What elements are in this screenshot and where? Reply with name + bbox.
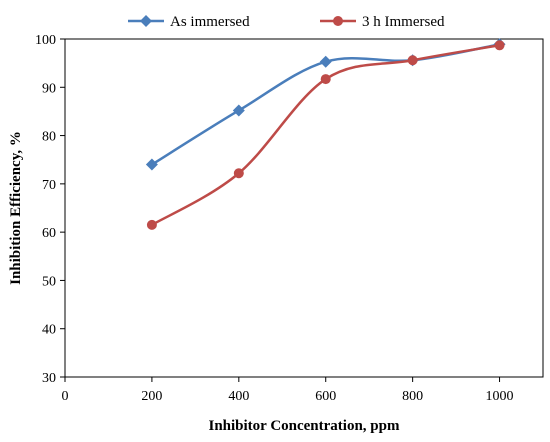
y-tick-label: 100	[35, 33, 56, 48]
data-point-diamond	[232, 104, 245, 117]
legend-label: As immersed	[170, 14, 250, 30]
series-1	[145, 38, 506, 171]
y-axis-ticks: 30 40 50 60 70 80 90 100	[35, 33, 65, 386]
series-line	[151, 44, 500, 226]
y-tick-label: 40	[42, 323, 56, 338]
series-layer	[145, 38, 506, 230]
data-point-circle	[494, 40, 505, 51]
y-tick-label: 60	[42, 226, 56, 241]
legend-label: 3 h Immersed	[362, 14, 445, 30]
x-tick-label: 1000	[486, 389, 514, 404]
y-tick-label: 70	[42, 178, 56, 193]
y-tick-label: 80	[42, 130, 56, 145]
plot-area	[64, 38, 544, 378]
data-point-diamond	[319, 55, 332, 68]
legend-diamond-marker	[140, 15, 152, 27]
x-tick-label: 800	[402, 389, 423, 404]
data-point-circle	[146, 219, 157, 230]
x-tick-label: 200	[141, 389, 162, 404]
x-axis-ticks: 0 200 400 600 800 1000	[62, 377, 514, 404]
data-point-diamond	[145, 158, 158, 171]
x-tick-label: 0	[62, 389, 69, 404]
y-tick-label: 90	[42, 81, 56, 96]
y-axis-title: Inhibition Efficiency, %	[8, 131, 24, 285]
legend-item: As immersed	[128, 14, 250, 30]
x-tick-label: 400	[228, 389, 249, 404]
data-point-circle	[320, 74, 331, 85]
x-axis-title: Inhibitor Concentration, ppm	[208, 418, 400, 434]
legend-circle-marker	[333, 16, 343, 26]
data-point-circle	[233, 168, 244, 179]
legend: As immersed 3 h Immersed	[128, 14, 445, 30]
series-2	[146, 40, 505, 230]
data-point-circle	[407, 55, 418, 66]
y-tick-label: 50	[42, 274, 56, 289]
x-tick-label: 600	[315, 389, 336, 404]
y-tick-label: 30	[42, 371, 56, 386]
legend-item: 3 h Immersed	[320, 14, 445, 30]
